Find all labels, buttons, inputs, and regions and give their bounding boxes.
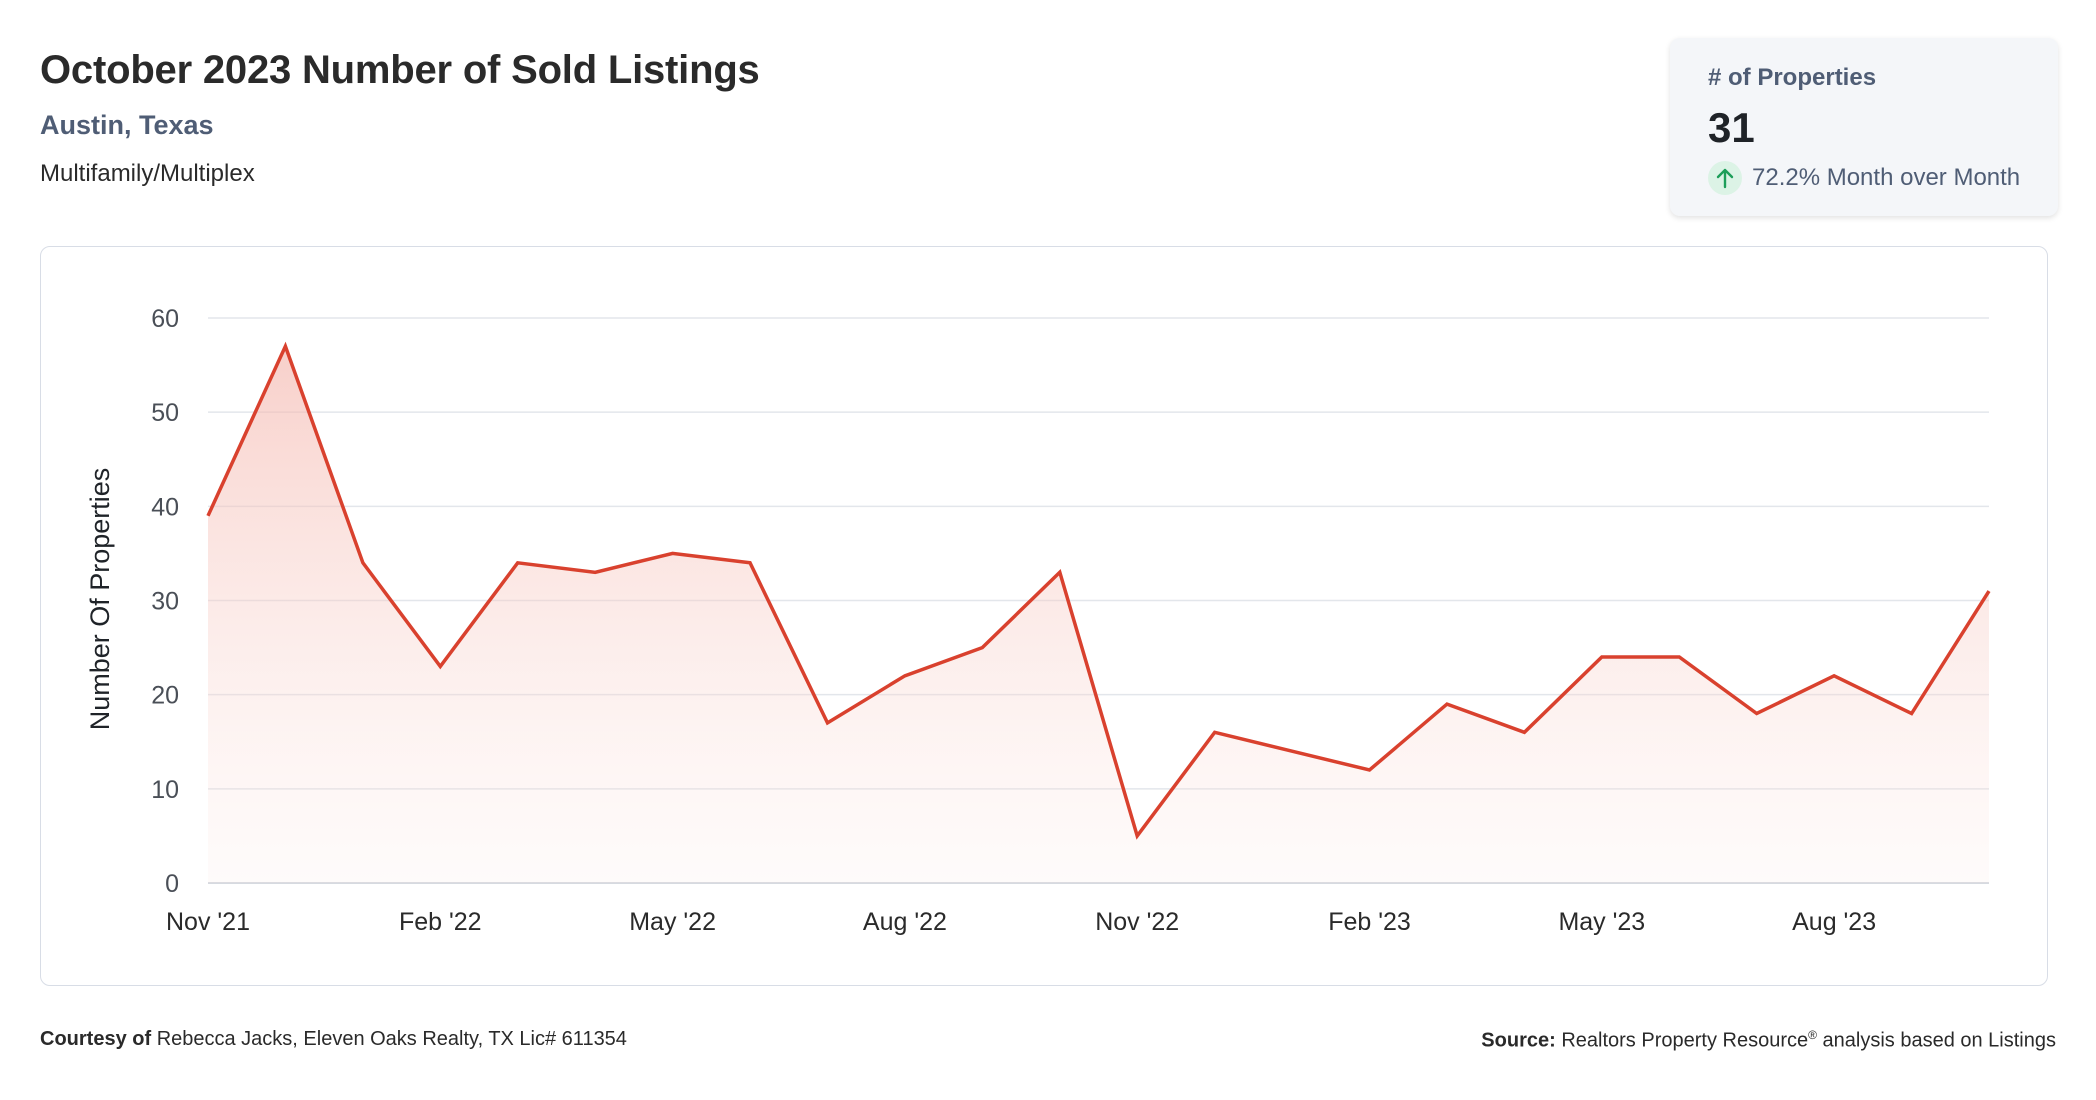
- data-point[interactable]: [360, 560, 366, 566]
- data-point[interactable]: [1986, 588, 1992, 594]
- arrow-up-icon: [1708, 161, 1742, 195]
- source-footer: Source: Realtors Property Resource® anal…: [1481, 1028, 2056, 1053]
- data-point[interactable]: [592, 569, 598, 575]
- courtesy-text: Rebecca Jacks, Eleven Oaks Realty, TX Li…: [156, 1028, 627, 1050]
- x-tick-label: May '22: [629, 908, 716, 936]
- x-tick-label: Nov '22: [1095, 908, 1179, 936]
- data-point[interactable]: [1444, 701, 1450, 707]
- stat-change: 72.2% Month over Month: [1708, 160, 2020, 196]
- series-line: [206, 341, 1991, 840]
- data-point[interactable]: [1909, 711, 1915, 717]
- stat-change-text: 72.2% Month over Month: [1752, 164, 2021, 191]
- data-point[interactable]: [824, 720, 830, 726]
- data-point[interactable]: [1289, 748, 1295, 754]
- data-point[interactable]: [902, 673, 908, 679]
- location-subtitle: Austin, Texas: [40, 110, 214, 140]
- data-point[interactable]: [1676, 654, 1682, 660]
- y-tick-label: 40: [151, 493, 179, 521]
- data-point[interactable]: [437, 663, 443, 669]
- y-axis-label: Number Of Properties: [85, 468, 115, 731]
- x-tick-label: Aug '23: [1792, 908, 1876, 936]
- page-title: October 2023 Number of Sold Listings: [40, 48, 760, 92]
- data-point[interactable]: [282, 343, 288, 349]
- data-point[interactable]: [1599, 654, 1605, 660]
- y-tick-label: 10: [151, 776, 179, 804]
- data-point[interactable]: [1754, 711, 1760, 717]
- x-tick-label: May '23: [1558, 908, 1645, 936]
- data-point[interactable]: [515, 560, 521, 566]
- x-tick-label: Aug '22: [863, 908, 947, 936]
- area-fill: [208, 346, 1989, 883]
- y-tick-label: 50: [151, 399, 179, 427]
- line-area-chart: 0 10 20 30 40 50 60 Nov '21 Feb '22 May '22 Aug '…: [85, 305, 1992, 936]
- stat-value: 31: [1708, 104, 1755, 151]
- y-tick-label: 0: [165, 870, 179, 898]
- data-point[interactable]: [205, 513, 211, 519]
- data-point[interactable]: [1831, 673, 1837, 679]
- x-tick-label: Nov '21: [166, 908, 250, 936]
- data-point[interactable]: [1367, 767, 1373, 773]
- data-point[interactable]: [1057, 569, 1063, 575]
- y-tick-label: 30: [151, 588, 179, 616]
- courtesy-footer: Courtesy of Rebecca Jacks, Eleven Oaks R…: [40, 1028, 627, 1051]
- data-point[interactable]: [979, 645, 985, 651]
- x-tick-label: Feb '22: [399, 908, 482, 936]
- chart-panel: 0 10 20 30 40 50 60 Nov '21 Feb '22 May '22 Aug '…: [40, 246, 2048, 986]
- data-point[interactable]: [1212, 729, 1218, 735]
- data-point[interactable]: [670, 550, 676, 556]
- y-tick-label: 20: [151, 682, 179, 710]
- source-text: Realtors Property Resource: [1561, 1029, 1809, 1052]
- data-point[interactable]: [1521, 729, 1527, 735]
- stat-card: # of Properties 31 72.2% Month over Mont…: [1670, 38, 2058, 216]
- source-text-post: analysis based on Listings: [1822, 1029, 2056, 1052]
- stat-label: # of Properties: [1708, 64, 1877, 91]
- data-point[interactable]: [1134, 833, 1140, 839]
- courtesy-label: Courtesy of: [40, 1028, 152, 1050]
- property-type-label: Multifamily/Multiplex: [40, 160, 255, 187]
- x-tick-label: Feb '23: [1328, 908, 1411, 936]
- data-point[interactable]: [747, 560, 753, 566]
- y-tick-label: 60: [151, 305, 179, 333]
- source-label: Source:: [1481, 1029, 1556, 1052]
- registered-mark: ®: [1808, 1028, 1817, 1042]
